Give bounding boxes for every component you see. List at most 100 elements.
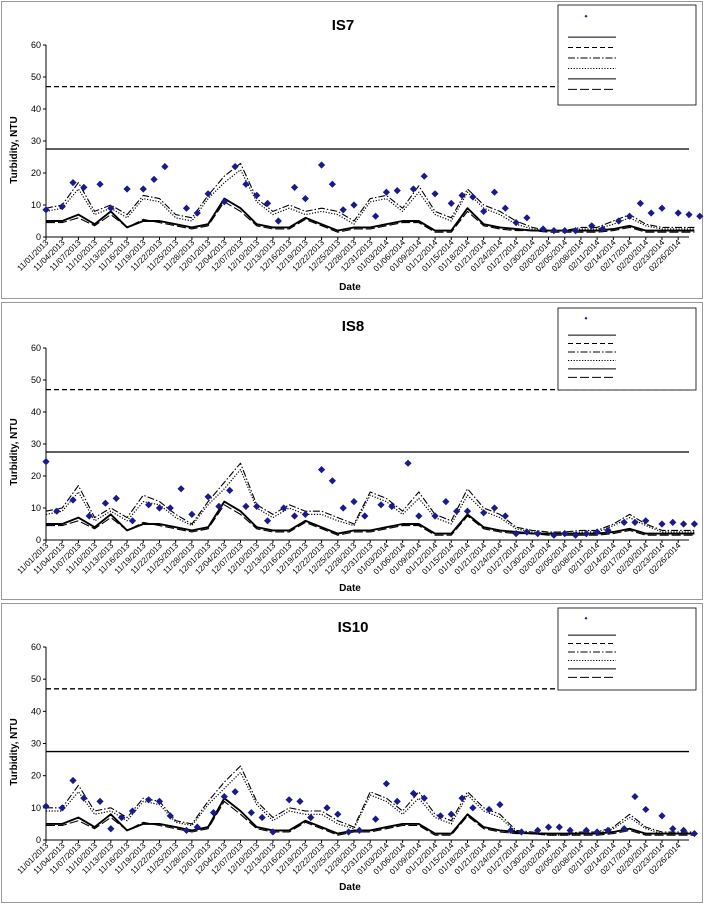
data-point (555, 823, 563, 831)
data-point (85, 512, 93, 520)
data-point (458, 191, 466, 199)
data-point (317, 466, 326, 474)
y-tick-label: 30 (31, 439, 41, 449)
data-point (420, 794, 428, 802)
y-tick-label: 20 (31, 471, 41, 481)
data-point (636, 199, 644, 207)
data-point (431, 512, 439, 520)
data-point (593, 828, 601, 836)
y-tick-label: 0 (36, 835, 41, 845)
data-point (53, 507, 61, 515)
data-point (350, 201, 358, 209)
data-point (463, 507, 472, 515)
data-point (107, 825, 115, 833)
data-point (263, 517, 272, 525)
data-point (517, 828, 526, 836)
data-point (231, 788, 239, 796)
data-point (215, 502, 223, 510)
chart-title: IS8 (342, 318, 365, 335)
data-point (523, 528, 531, 536)
data-point (344, 828, 353, 836)
y-tick-label: 10 (31, 503, 41, 513)
y-axis-label: Turbidity, NTU (9, 418, 20, 485)
data-point (625, 212, 634, 220)
y-tick-label: 30 (31, 739, 41, 749)
data-point (155, 797, 164, 805)
data-point (258, 813, 266, 822)
data-point (550, 531, 558, 539)
data-point (193, 209, 201, 217)
data-point (334, 810, 342, 818)
data-point (696, 212, 704, 220)
legend-box (557, 4, 697, 106)
data-point (204, 493, 212, 501)
y-tick-label: 40 (31, 104, 41, 114)
y-tick-label: 0 (36, 232, 41, 242)
data-point (177, 485, 185, 493)
series-line-3 (45, 462, 695, 533)
data-point (231, 163, 239, 171)
data-point (658, 204, 666, 212)
data-point (615, 217, 623, 225)
data-point (166, 504, 174, 512)
data-point (431, 190, 439, 198)
y-tick-label: 10 (31, 803, 41, 813)
data-point (161, 163, 169, 171)
data-point (453, 507, 461, 515)
data-point (193, 823, 201, 831)
data-point (128, 517, 137, 525)
data-point (685, 211, 693, 219)
data-point (679, 826, 688, 834)
data-point (674, 209, 682, 217)
data-point (658, 812, 666, 820)
data-point (393, 797, 401, 805)
data-point (415, 512, 423, 520)
data-point (188, 510, 196, 518)
chart-title: IS10 (338, 619, 369, 636)
data-point (42, 206, 50, 214)
data-point (145, 796, 153, 804)
data-point (112, 494, 120, 502)
y-tick-label: 60 (31, 642, 41, 652)
data-point (274, 217, 282, 225)
legend (557, 607, 697, 691)
data-point (458, 794, 466, 802)
data-point (263, 199, 272, 207)
series-line-6 (46, 504, 695, 536)
y-tick-label: 20 (31, 771, 41, 781)
data-point (642, 517, 650, 525)
data-point (588, 222, 596, 230)
data-point (253, 191, 261, 199)
data-point (436, 812, 445, 820)
y-tick-label: 20 (31, 168, 41, 178)
data-point (139, 185, 147, 193)
data-point (128, 807, 137, 815)
data-point (642, 805, 650, 814)
data-point (58, 203, 66, 211)
data-point (544, 823, 553, 831)
y-tick-label: 30 (31, 136, 41, 146)
data-point (280, 504, 288, 512)
data-point (647, 209, 655, 217)
data-point (361, 512, 369, 520)
data-point (620, 518, 628, 526)
data-point (679, 520, 688, 528)
legend (557, 307, 697, 391)
data-point (290, 183, 299, 191)
data-point (290, 512, 299, 520)
data-point (561, 530, 569, 538)
data-point (118, 813, 126, 822)
data-point (182, 826, 191, 834)
data-point (534, 826, 542, 834)
x-axis-label: Date (339, 882, 361, 893)
data-point (220, 792, 228, 801)
legend-marker (584, 316, 588, 320)
y-tick-label: 40 (31, 706, 41, 716)
data-point (393, 187, 401, 195)
data-point (420, 172, 428, 180)
data-point (150, 175, 158, 183)
y-tick-label: 40 (31, 407, 41, 417)
data-point (404, 459, 412, 467)
